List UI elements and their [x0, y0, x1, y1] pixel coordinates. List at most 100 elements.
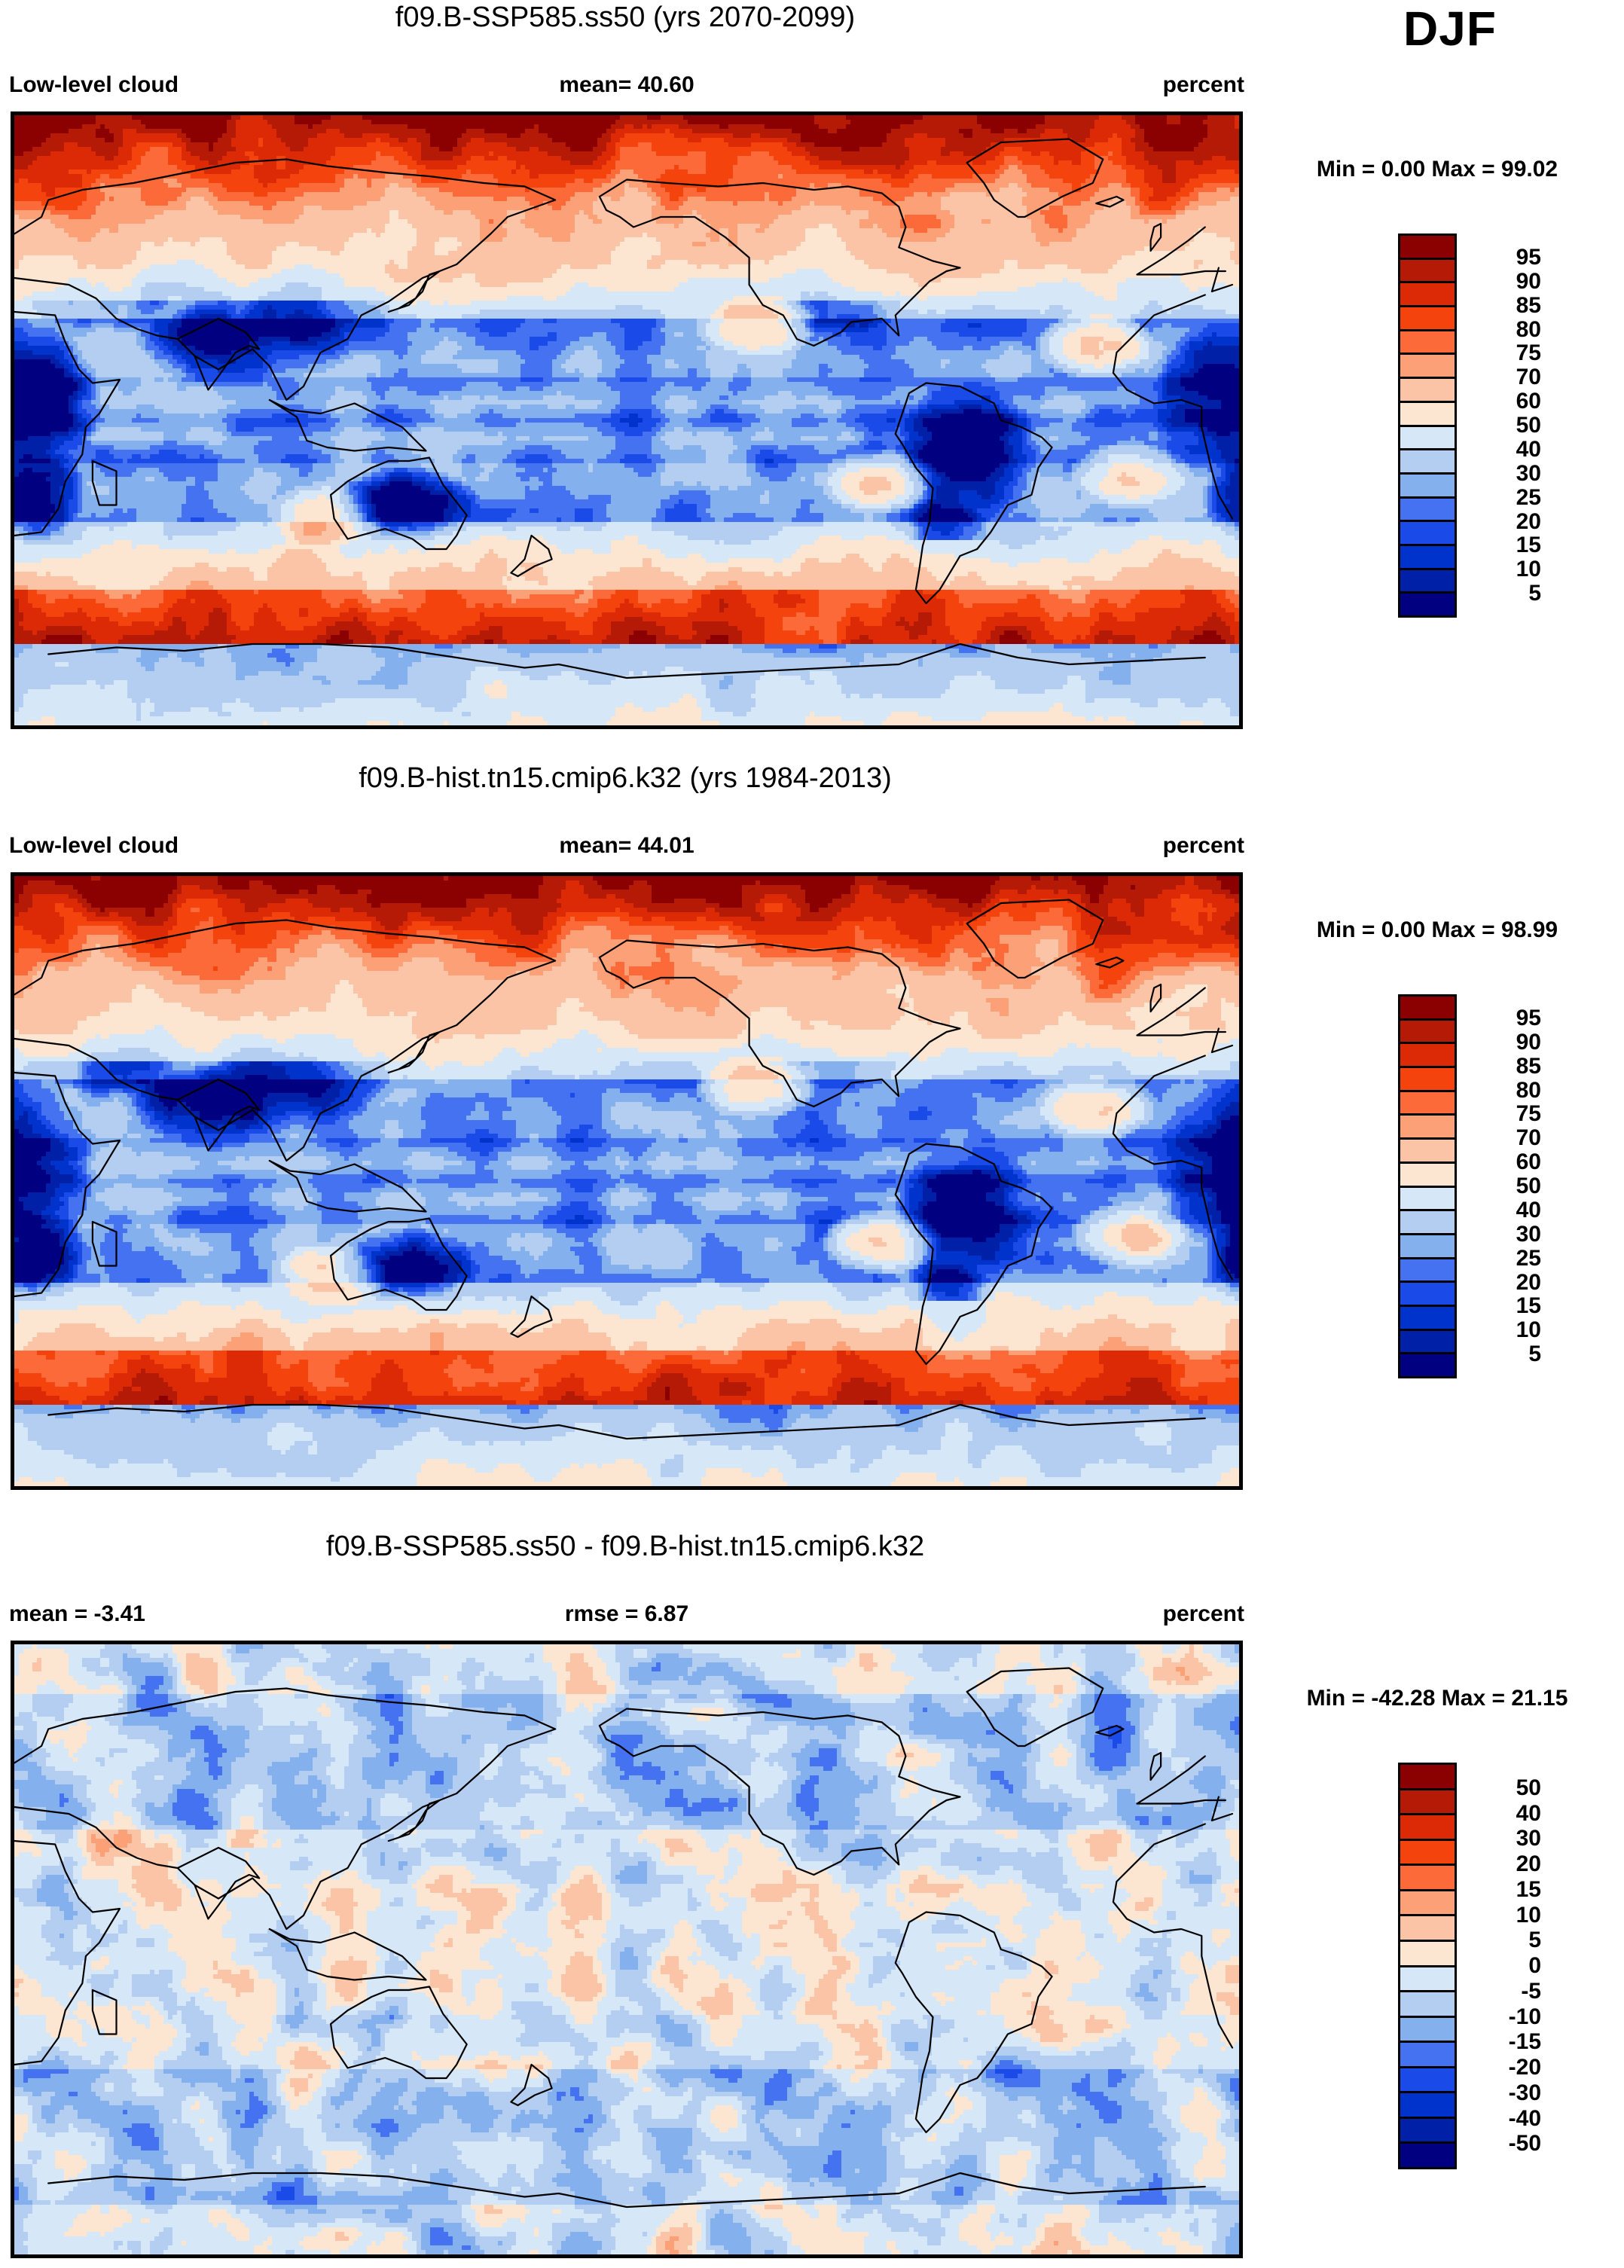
panel-title: f09.B-SSP585.ss50 - f09.B-hist.tn15.cmip…	[325, 1531, 925, 1562]
colorbar-tick-label: 5	[1528, 1928, 1541, 1953]
colorbar-cell	[1400, 1283, 1455, 1307]
colorbar-cell	[1400, 1330, 1455, 1355]
colorbar-cell	[1400, 1235, 1455, 1259]
colorbar-tick-label: 80	[1516, 316, 1541, 342]
units-label: percent	[1162, 72, 1244, 97]
colorbar-tick-label: 5	[1528, 581, 1541, 606]
colorbar-tick-label: 10	[1516, 1317, 1541, 1343]
colorbar-tick-label: -40	[1508, 2105, 1541, 2131]
colorbar-tick-label: 75	[1516, 340, 1541, 366]
colorbar-cell	[1400, 307, 1455, 331]
colorbar-cell	[1400, 1091, 1455, 1116]
colorbar-cell	[1400, 1211, 1455, 1235]
colorbar-tick-label: -30	[1508, 2080, 1541, 2105]
colorbar-ticks: 50 40 30 20 15 10 5 0 -5 -10 -15 -20 -30 -40 -50	[1463, 1763, 1576, 2169]
rmse-stat-label: rmse = 6.87	[564, 1601, 689, 1626]
colorbar-tick-label: 50	[1516, 1775, 1541, 1800]
colorbar-cell	[1400, 355, 1455, 380]
colorbar-tick-label: 40	[1516, 1197, 1541, 1223]
colorbar-cell	[1400, 331, 1455, 356]
colorbar-tick-label: 10	[1516, 1902, 1541, 1928]
colorbar[interactable]: 50 40 30 20 15 10 5 0 -5 -10 -15 -20 -30 -40 -50	[1398, 1763, 1579, 2169]
map-canvas	[14, 1644, 1239, 2254]
colorbar-tick-label: 50	[1516, 413, 1541, 438]
colorbar-tick-label: 50	[1516, 1174, 1541, 1198]
colorbar-cell	[1400, 545, 1455, 570]
colorbar-tick-label: 60	[1516, 389, 1541, 414]
colorbar-cell	[1400, 2118, 1455, 2144]
colorbar-cell	[1400, 402, 1455, 427]
colorbar-cell	[1400, 1815, 1455, 1841]
panel-subheader: mean = -3.41 rmse = 6.87 percent	[9, 1603, 1244, 1629]
colorbar-cell	[1400, 997, 1455, 1021]
mean-stat-label: mean = -3.41	[9, 1601, 145, 1626]
colorbar-tick-label: -5	[1521, 1978, 1541, 2004]
colorbar-tick-label: 75	[1516, 1101, 1541, 1127]
colorbar-tick-label: 15	[1516, 533, 1541, 558]
map-canvas	[14, 115, 1239, 725]
colorbar-cell	[1400, 2093, 1455, 2119]
colorbar-tick-label: 30	[1516, 1826, 1541, 1851]
colorbar-cell	[1400, 1163, 1455, 1188]
units-label: percent	[1162, 1601, 1244, 1626]
variable-label: Low-level cloud	[9, 833, 179, 858]
mean-stat-label: mean= 44.01	[559, 833, 694, 858]
colorbar-cell	[1400, 1992, 1455, 2018]
colorbar-cell	[1400, 569, 1455, 594]
colorbar-tick-label: 90	[1516, 268, 1541, 294]
colorbar-cell	[1400, 594, 1455, 615]
colorbar[interactable]: 95 90 85 80 75 70 60 50 40 30 25 20 15 10 5	[1398, 994, 1579, 1378]
map-plot[interactable]	[11, 872, 1243, 1490]
minmax-label: Min = -42.28 Max = 21.15	[1306, 1686, 1568, 1711]
colorbar-tick-label: 80	[1516, 1077, 1541, 1103]
colorbar-tick-label: 25	[1516, 484, 1541, 510]
colorbar-cell	[1400, 1765, 1455, 1790]
mean-stat-label: mean= 40.60	[559, 72, 694, 97]
colorbar-cell	[1400, 1259, 1455, 1284]
colorbar-cell	[1400, 426, 1455, 451]
map-canvas	[14, 876, 1239, 1486]
minmax-label: Min = 0.00 Max = 99.02	[1316, 157, 1558, 182]
colorbar-tick-label: 30	[1516, 460, 1541, 486]
panel-subheader: Low-level cloud mean= 40.60 percent	[9, 74, 1244, 99]
colorbar-tick-label: -50	[1508, 2131, 1541, 2157]
colorbar-cell	[1400, 1140, 1455, 1164]
colorbar-cell	[1400, 1044, 1455, 1069]
colorbar-cell	[1400, 474, 1455, 499]
colorbar-ticks: 95 90 85 80 75 70 60 50 40 30 25 20 15 10 5	[1463, 234, 1576, 618]
map-plot[interactable]	[11, 111, 1243, 729]
colorbar-cell	[1400, 1306, 1455, 1331]
colorbar-cell	[1400, 2043, 1455, 2068]
colorbar-cell	[1400, 236, 1455, 260]
colorbar-tick-label: 25	[1516, 1245, 1541, 1271]
map-plot[interactable]	[11, 1641, 1243, 2258]
season-badge: DJF	[1403, 2, 1497, 56]
colorbar-cell	[1400, 1187, 1455, 1212]
colorbar-cell	[1400, 1941, 1455, 1967]
colorbar-cell	[1400, 283, 1455, 308]
variable-label: Low-level cloud	[9, 72, 179, 97]
colorbar-cell	[1400, 379, 1455, 403]
colorbar-tick-label: 10	[1516, 557, 1541, 582]
colorbar-tick-label: -10	[1508, 2004, 1541, 2029]
colorbar[interactable]: 95 90 85 80 75 70 60 50 40 30 25 20 15 10 5	[1398, 234, 1579, 618]
colorbar-tick-label: -20	[1508, 2055, 1541, 2080]
colorbar-cell	[1400, 1891, 1455, 1917]
colorbar-tick-label: 20	[1516, 1269, 1541, 1295]
colorbar-tick-label: 5	[1528, 1342, 1541, 1367]
colorbar-tick-label: 20	[1516, 1851, 1541, 1876]
colorbar-tick-label: 15	[1516, 1293, 1541, 1319]
minmax-label: Min = 0.00 Max = 98.99	[1316, 917, 1558, 942]
colorbar-cell	[1400, 1866, 1455, 1891]
colorbar-tick-label: 95	[1516, 1005, 1541, 1030]
panel-title: f09.B-hist.tn15.cmip6.k32 (yrs 1984-2013…	[359, 762, 892, 794]
colorbar-tick-label: 40	[1516, 1800, 1541, 1826]
colorbar-cell	[1400, 1068, 1455, 1092]
colorbar-tick-label: 85	[1516, 292, 1541, 318]
colorbar-cell	[1400, 498, 1455, 523]
colorbar-swatches	[1398, 234, 1457, 618]
colorbar-cell	[1400, 1020, 1455, 1045]
colorbar-cell	[1400, 1840, 1455, 1867]
colorbar-cell	[1400, 259, 1455, 284]
